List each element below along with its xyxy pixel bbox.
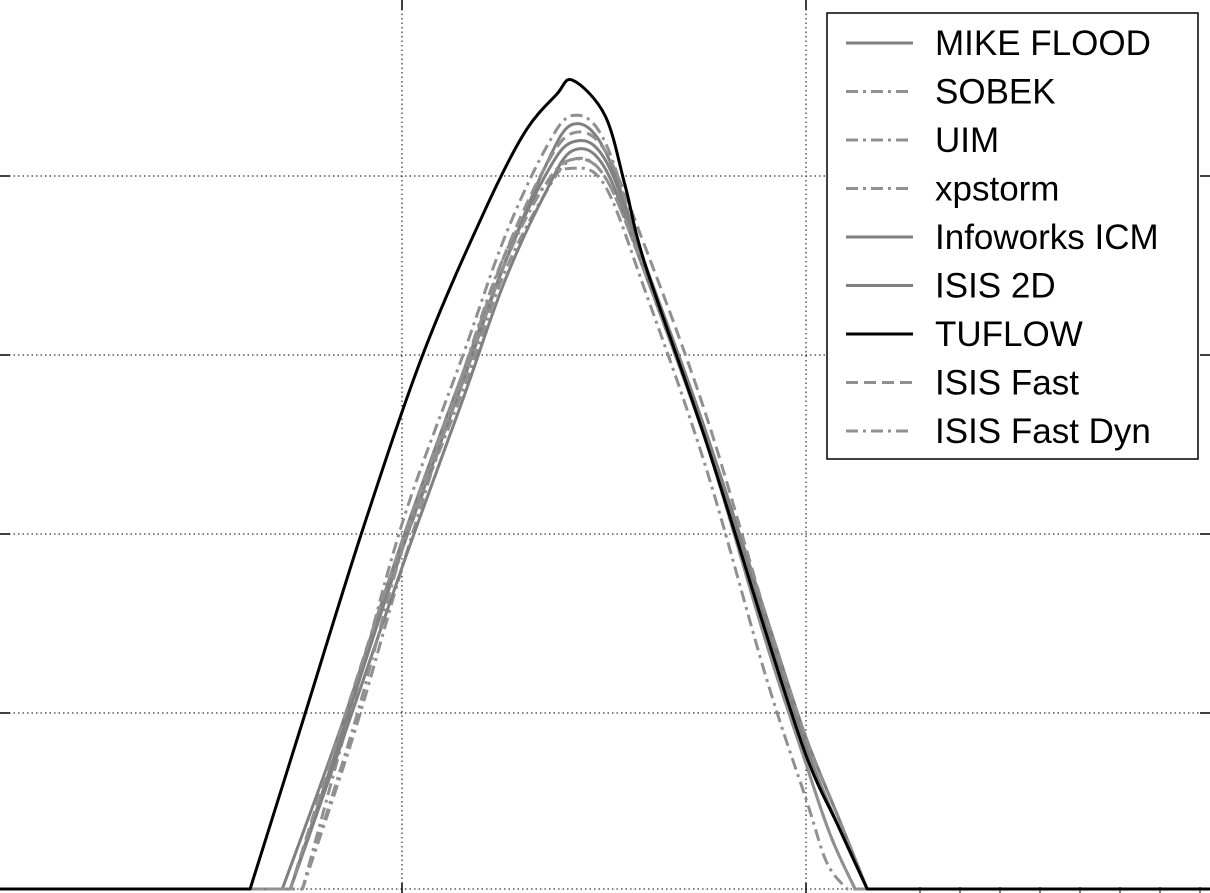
series-line-tuflow [0, 78, 1210, 891]
series-line-isis-fast [0, 130, 1210, 891]
series-line-uim [0, 113, 1210, 891]
legend-label-xpstorm: xpstorm [935, 170, 1059, 209]
legend-label-infoworks-icm: Infoworks ICM [935, 218, 1159, 257]
legend-label-isis-2d: ISIS 2D [935, 267, 1056, 306]
chart-series [0, 78, 1210, 891]
series-line-isis-fast-dyn [0, 157, 1210, 891]
legend-label-tuflow: TUFLOW [935, 315, 1083, 354]
series-line-isis-2d [0, 147, 1210, 891]
legend-label-isis-fast-dyn: ISIS Fast Dyn [935, 412, 1151, 451]
legend-label-sobek: SOBEK [935, 73, 1056, 112]
legend-label-mike-flood: MIKE FLOOD [935, 24, 1151, 63]
legend-label-uim: UIM [935, 121, 999, 160]
legend: MIKE FLOOD SOBEK UIM xpstorm Infoworks ICM IS… [826, 12, 1199, 460]
legend-label-isis-fast: ISIS Fast [935, 364, 1079, 403]
series-line-sobek [0, 166, 1210, 891]
